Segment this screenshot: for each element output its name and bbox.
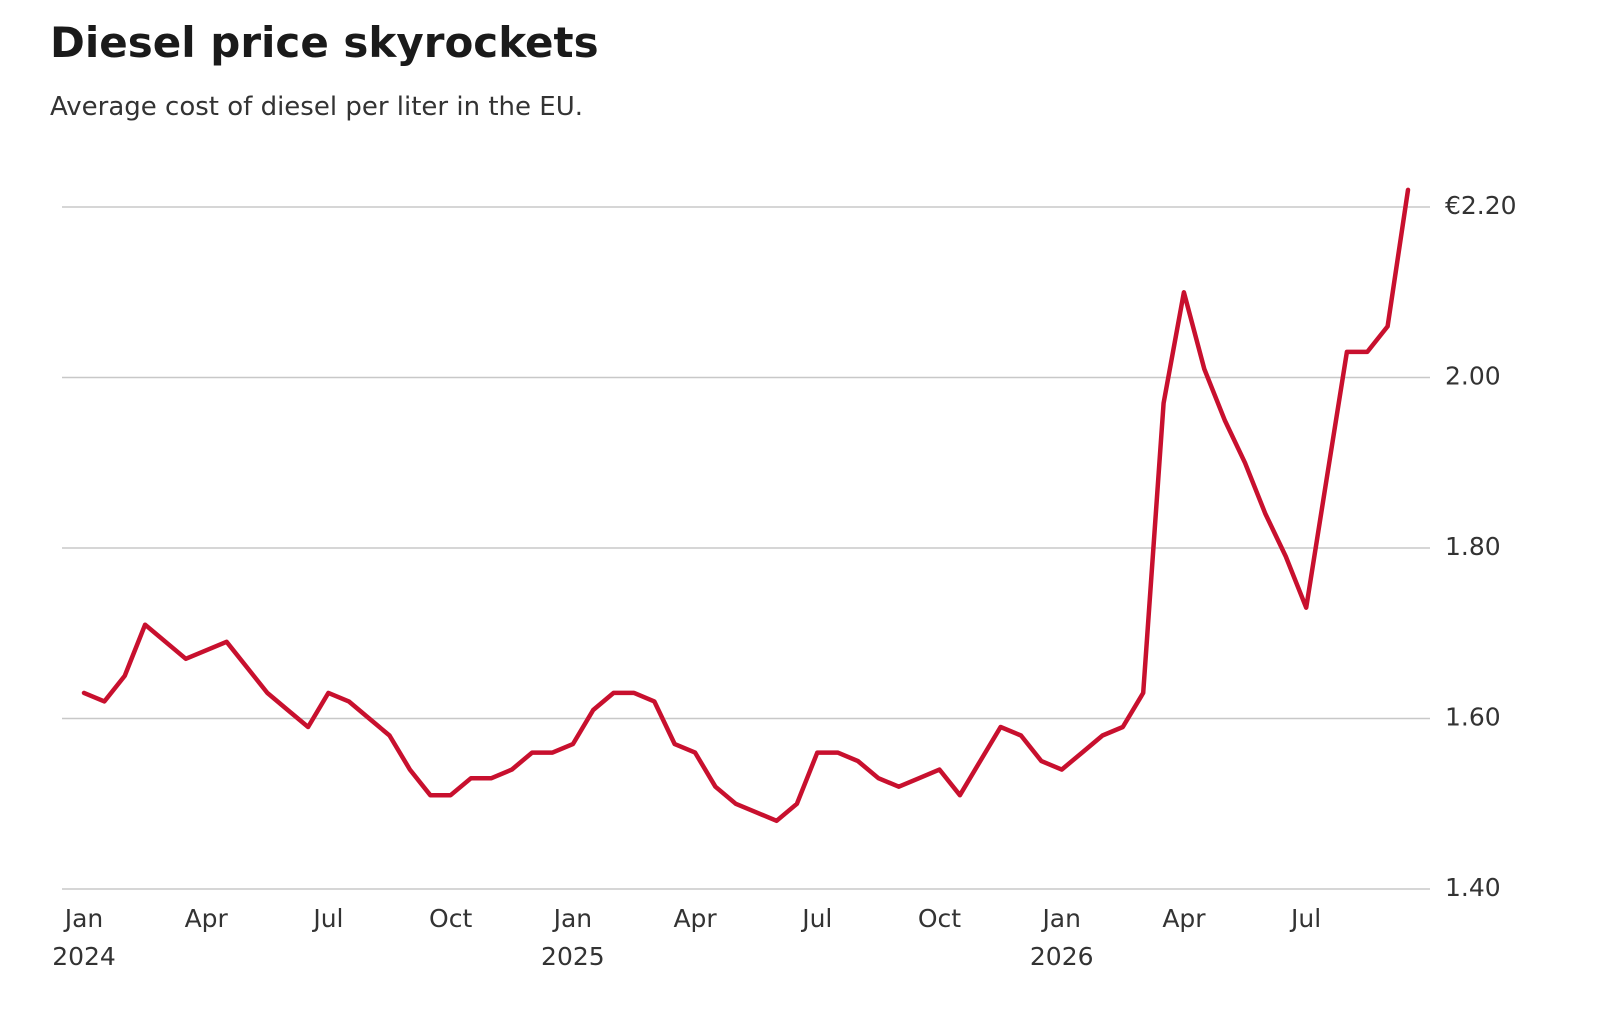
chart-title: Diesel price skyrockets: [50, 18, 599, 67]
x-tick-label: Apr: [184, 904, 228, 933]
x-tick-label: Oct: [917, 904, 962, 933]
x-tick-label: Jan 2026: [1029, 904, 1094, 971]
x-tick-label: Apr: [673, 904, 717, 933]
x-tick-label: Apr: [1162, 904, 1206, 933]
chart-subtitle: Average cost of diesel per liter in the …: [50, 92, 583, 122]
x-tick-label: Jan 2024: [52, 904, 116, 971]
x-tick-label: Jan 2025: [541, 904, 605, 971]
x-tick-label: Jul: [1291, 904, 1322, 933]
x-tick-label: Jul: [313, 904, 344, 933]
x-tick-label: Oct: [429, 904, 473, 933]
y-tick-label: 1.40: [1445, 873, 1501, 902]
y-tick-label: 1.60: [1445, 703, 1501, 732]
y-tick-label: €2.20: [1445, 191, 1517, 220]
data-line: [81, 187, 1411, 824]
y-tick-label: 2.00: [1445, 362, 1501, 391]
x-tick-label: Jul: [802, 904, 833, 933]
y-tick-label: 1.80: [1445, 532, 1501, 561]
